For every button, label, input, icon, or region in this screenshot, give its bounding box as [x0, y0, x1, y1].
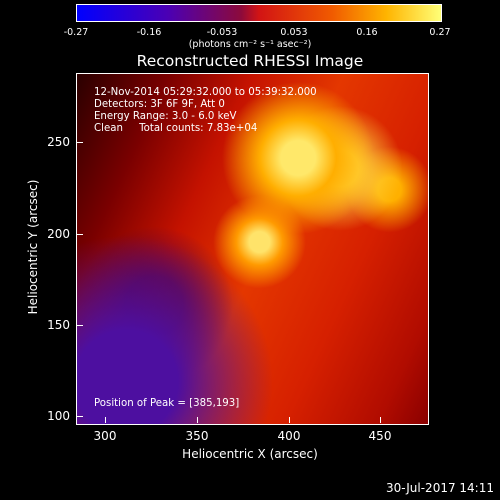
energy-range-label: Energy Range: 3.0 - 6.0 keV — [94, 111, 237, 122]
x-tick-mark — [105, 417, 106, 423]
x-tick-label: 350 — [185, 429, 209, 443]
y-tick-label: 250 — [47, 135, 70, 149]
x-axis-label: Heliocentric X (arcsec) — [182, 447, 318, 461]
x-tick-mark — [197, 417, 198, 423]
y-tick-mark — [77, 234, 83, 235]
colorbar-tick: 0.053 — [280, 27, 308, 38]
colorbar — [76, 4, 442, 22]
colorbar-tick: 0.27 — [429, 27, 451, 38]
colorbar-tick: -0.27 — [63, 27, 89, 38]
y-tick-label: 150 — [47, 318, 70, 332]
y-tick-mark — [77, 325, 83, 326]
peak-position-label: Position of Peak = [385,193] — [94, 398, 240, 409]
x-tick-label: 300 — [93, 429, 117, 443]
x-tick-label: 450 — [368, 429, 392, 443]
colorbar-tick: 0.16 — [356, 27, 378, 38]
image-title: Reconstructed RHESSI Image — [136, 52, 364, 70]
method-counts-label: Clean Total counts: 7.83e+04 — [94, 123, 258, 134]
y-axis-label: Heliocentric Y (arcsec) — [26, 179, 40, 315]
detectors-label: Detectors: 3F 6F 9F, Att 0 — [94, 99, 225, 110]
x-tick-label: 400 — [277, 429, 301, 443]
x-tick-mark — [380, 417, 381, 423]
rhessi-image: 12-Nov-2014 05:29:32.000 to 05:39:32.000… — [76, 73, 429, 425]
y-tick-mark — [77, 142, 83, 143]
x-tick-mark — [289, 417, 290, 423]
colorbar-tick: -0.16 — [136, 27, 162, 38]
y-tick-mark — [77, 416, 83, 417]
y-tick-label: 100 — [47, 409, 70, 423]
colorbar-units: (photons cm⁻² s⁻¹ asec⁻²) — [188, 39, 312, 50]
y-tick-label: 200 — [47, 227, 70, 241]
plot-timestamp: 30-Jul-2017 14:11 — [385, 481, 494, 495]
colorbar-tick: -0.053 — [206, 27, 238, 38]
time-range-label: 12-Nov-2014 05:29:32.000 to 05:39:32.000 — [94, 87, 317, 98]
